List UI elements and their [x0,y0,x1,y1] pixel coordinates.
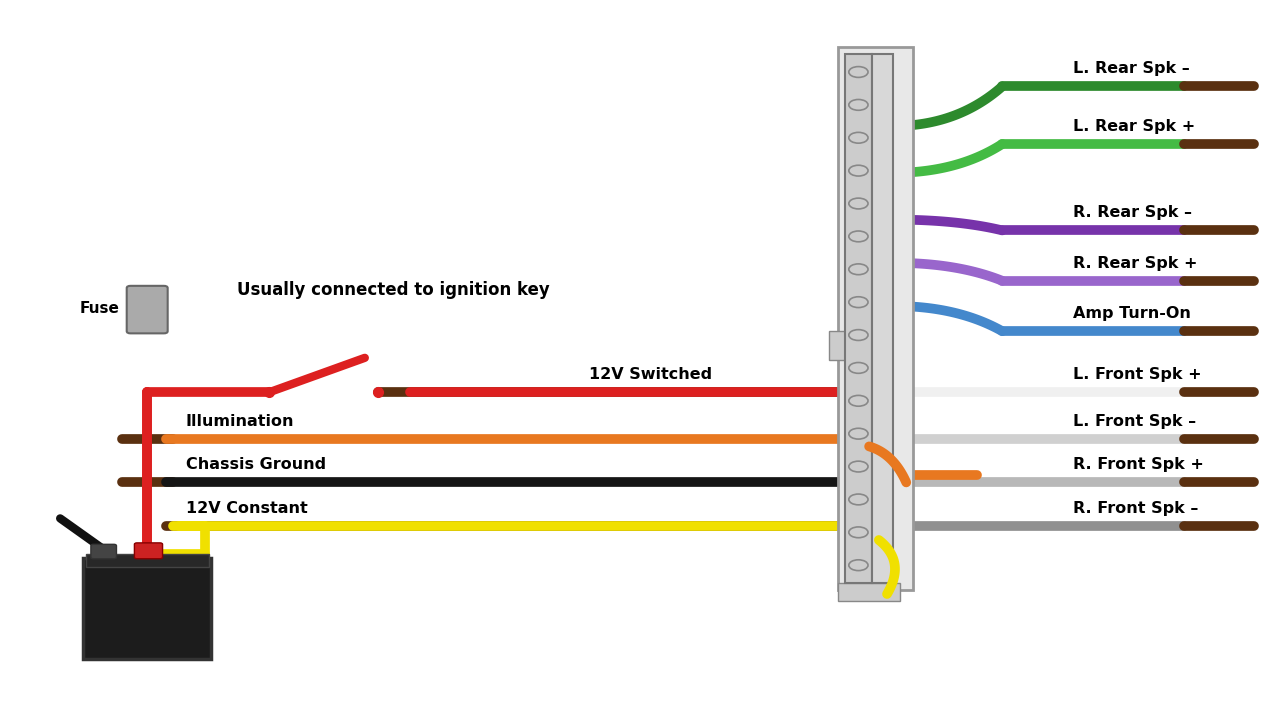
Text: L. Front Spk –: L. Front Spk – [1073,414,1196,429]
FancyBboxPatch shape [134,543,163,559]
FancyBboxPatch shape [86,554,209,567]
Text: Chassis Ground: Chassis Ground [186,457,325,472]
Text: R. Front Spk +: R. Front Spk + [1073,457,1203,472]
Text: R. Rear Spk –: R. Rear Spk – [1073,205,1192,220]
Text: Fuse: Fuse [79,301,119,315]
FancyBboxPatch shape [829,331,845,360]
FancyBboxPatch shape [845,54,872,583]
FancyBboxPatch shape [83,558,211,659]
FancyBboxPatch shape [91,544,116,559]
Text: R. Front Spk –: R. Front Spk – [1073,500,1198,516]
Text: L. Front Spk +: L. Front Spk + [1073,367,1201,382]
FancyBboxPatch shape [872,54,893,583]
FancyBboxPatch shape [127,286,168,333]
Text: L. Rear Spk –: L. Rear Spk – [1073,61,1189,76]
FancyBboxPatch shape [838,583,900,601]
Text: L. Rear Spk +: L. Rear Spk + [1073,119,1196,134]
Text: R. Rear Spk +: R. Rear Spk + [1073,256,1197,271]
Text: 12V Constant: 12V Constant [186,500,307,516]
Text: Amp Turn-On: Amp Turn-On [1073,306,1190,321]
FancyBboxPatch shape [838,47,913,590]
Text: Illumination: Illumination [186,414,294,429]
Text: Usually connected to ignition key: Usually connected to ignition key [237,281,549,299]
Text: 12V Switched: 12V Switched [589,367,712,382]
